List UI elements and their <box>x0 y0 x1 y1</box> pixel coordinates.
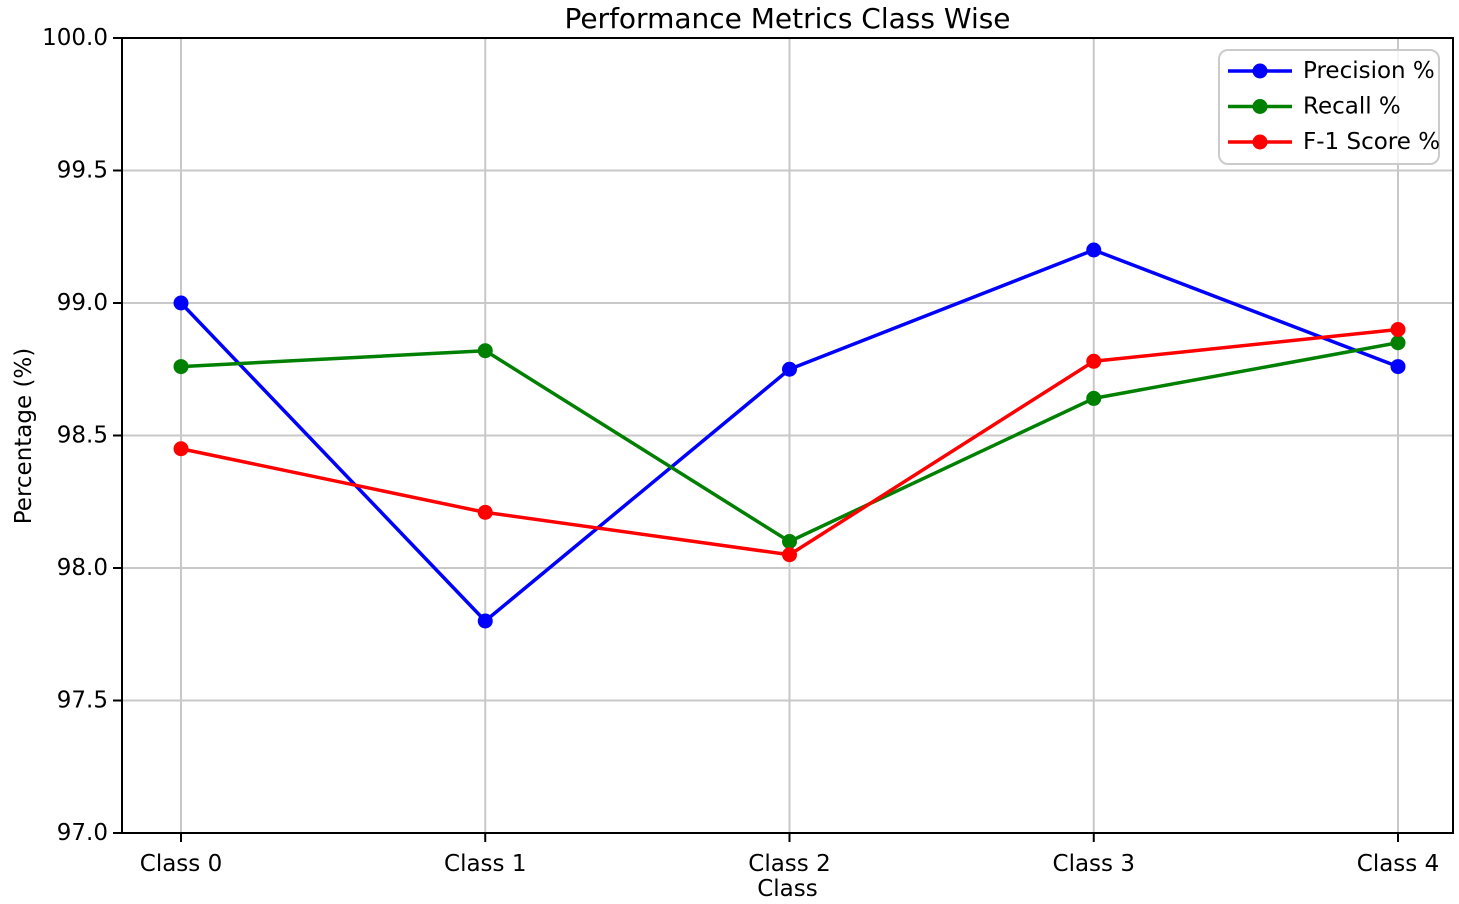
data-point-marker <box>173 359 189 375</box>
y-tick-label: 97.5 <box>57 688 108 714</box>
data-point-marker <box>1086 353 1102 369</box>
data-point-marker <box>477 504 493 520</box>
legend-marker <box>1252 63 1268 79</box>
y-tick-label: 99.0 <box>57 290 108 316</box>
data-point-marker <box>782 547 797 563</box>
y-tick-label: 100.0 <box>42 25 108 51</box>
y-tick-label: 98.5 <box>57 423 108 449</box>
legend-label: Recall % <box>1303 94 1401 120</box>
legend-marker <box>1252 99 1268 114</box>
legend-label: Precision % <box>1303 58 1435 84</box>
data-point-marker <box>173 441 189 457</box>
x-tick-label: Class 0 <box>140 851 222 877</box>
x-tick-label: Class 4 <box>1357 851 1439 877</box>
y-axis-label: Percentage (%) <box>11 347 37 525</box>
x-axis-label: Class <box>757 876 818 902</box>
data-point-marker <box>1390 335 1406 351</box>
data-point-marker <box>782 361 797 377</box>
x-tick-label: Class 3 <box>1053 851 1135 877</box>
y-tick-label: 97.0 <box>57 820 108 846</box>
x-tick-label: Class 2 <box>748 851 830 877</box>
data-point-marker <box>477 343 493 359</box>
y-tick-label: 99.5 <box>57 158 108 184</box>
x-tick-label: Class 1 <box>444 851 526 877</box>
chart-title: Performance Metrics Class Wise <box>564 2 1011 35</box>
data-point-marker <box>477 613 493 629</box>
data-point-marker <box>1086 242 1102 258</box>
legend-box <box>1218 49 1440 165</box>
y-tick-label: 98.0 <box>57 555 108 581</box>
data-point-marker <box>782 534 797 549</box>
legend-marker <box>1252 134 1268 150</box>
data-point-marker <box>1086 390 1102 406</box>
data-point-marker <box>1390 359 1406 375</box>
data-point-marker <box>173 295 189 311</box>
data-point-marker <box>1390 322 1406 337</box>
legend-label: F-1 Score % <box>1303 129 1440 155</box>
